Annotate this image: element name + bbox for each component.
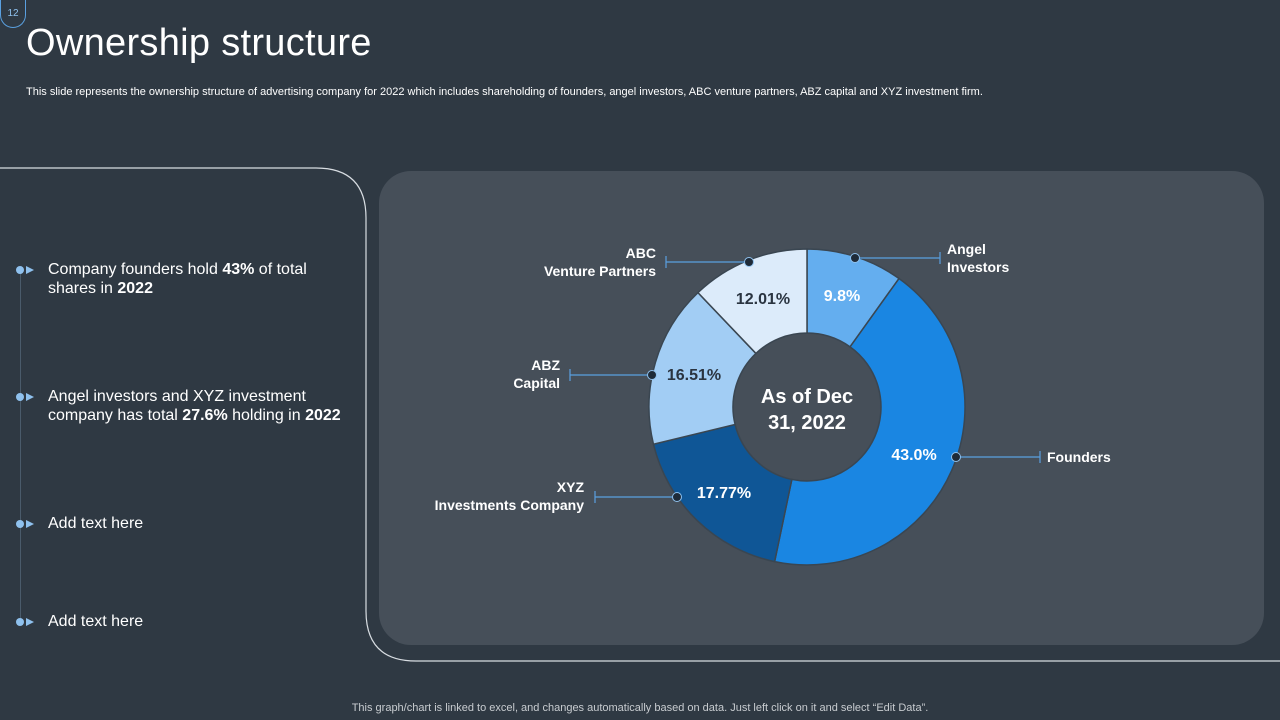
timeline-line [20,270,21,620]
point-text: Angel investors and XYZ investment compa… [48,388,341,424]
slice-founders[interactable] [773,277,966,566]
bullet-icon [16,520,34,528]
center-label: As of Dec [761,386,853,408]
category-label: Angel [947,241,986,257]
category-label: Capital [513,375,560,391]
content-frame [0,167,1280,662]
data-label: 17.77% [697,485,751,502]
point-1: Company founders hold 43% of total share… [14,260,348,298]
data-label: 12.01% [736,291,790,308]
point-3: Add text here [14,514,348,533]
data-label: 16.51% [667,367,721,384]
data-label: 9.8% [824,288,860,305]
point-2: Angel investors and XYZ investment compa… [14,387,358,425]
category-label: Venture Partners [544,263,656,279]
point-text[interactable]: Add text here [48,515,144,532]
data-label: 43.0% [891,447,936,464]
category-label: ABC [626,245,656,261]
category-label: Investments Company [435,497,585,513]
key-points: Company founders hold 43% of total share… [0,240,360,660]
leader-dot [951,452,961,462]
footer-note: This graph/chart is linked to excel, and… [351,702,929,714]
category-label: Investors [947,259,1009,275]
category-label: ABZ [531,357,560,373]
slice-abz-capital[interactable] [648,291,757,446]
point-4: Add text here [14,612,348,631]
category-label: Founders [1047,449,1111,465]
leader-dot [850,253,860,263]
leader-dot [672,492,682,502]
bullet-icon [16,266,34,274]
page-subtitle: This slide represents the ownership stru… [26,86,983,98]
point-text[interactable]: Add text here [48,613,144,630]
slice-xyz-investments-company[interactable] [652,423,793,563]
slice-abc-venture-partners[interactable] [696,248,808,355]
leader-dot [647,370,657,380]
center-label: 31, 2022 [768,412,846,434]
leader-dot [744,257,754,267]
category-label: XYZ [557,479,585,495]
page-title: Ownership structure [26,22,372,64]
donut-hole [734,334,880,480]
slide-number: 12 [0,0,26,28]
point-text: Company founders hold 43% of total share… [48,261,307,297]
bullet-icon [16,393,34,401]
bullet-icon [16,618,34,626]
